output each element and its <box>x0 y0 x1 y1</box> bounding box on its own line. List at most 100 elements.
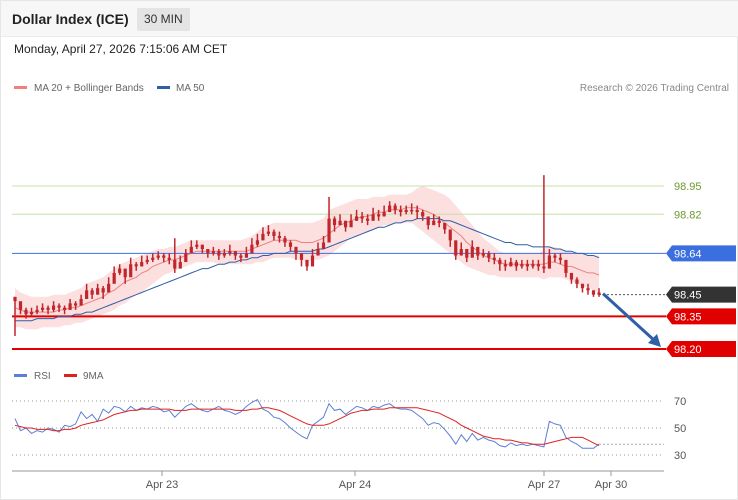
candle-body <box>239 255 243 258</box>
candle-body <box>514 262 518 267</box>
ma9-legend-label: 9MA <box>83 371 104 382</box>
candle-body <box>415 209 419 213</box>
candle-body <box>195 244 199 247</box>
candle-body <box>145 259 149 263</box>
candle-body <box>316 249 320 256</box>
level-label-98-45: 98.45 <box>674 290 702 302</box>
candle-body <box>399 209 403 213</box>
candle-body <box>547 255 552 269</box>
candle-body <box>597 292 601 295</box>
candle-body <box>520 264 524 267</box>
candle-body <box>13 296 17 302</box>
candle-body <box>299 253 304 260</box>
candle-body <box>228 251 232 254</box>
candle-body <box>40 307 45 310</box>
instrument-title: Dollar Index (ICE) <box>12 11 129 27</box>
candle-body <box>35 309 39 313</box>
candle-body <box>74 303 78 306</box>
candle-body <box>498 259 502 265</box>
level-tag-98-35 <box>666 308 736 325</box>
candle-body <box>404 209 408 213</box>
candle-body <box>24 309 28 315</box>
candle-body <box>112 272 116 284</box>
candle-body <box>393 205 397 210</box>
candle-body <box>305 259 309 267</box>
level-label-98-95: 98.95 <box>674 181 702 193</box>
candle-body <box>123 268 127 278</box>
candle-body <box>200 244 204 250</box>
candle-body <box>266 231 271 234</box>
candle-body <box>140 262 144 267</box>
candle-body <box>338 220 342 226</box>
time-tick-label: Apr 27 <box>528 479 560 491</box>
candle-body <box>591 290 596 295</box>
interval-badge[interactable]: 30 MIN <box>137 8 190 31</box>
candle-body <box>382 212 386 217</box>
candle-body <box>448 229 452 241</box>
time-tick-label: Apr 24 <box>339 479 371 491</box>
rsi-tick-30: 30 <box>674 450 686 462</box>
candle-body <box>410 209 414 212</box>
candle-body <box>129 264 133 278</box>
forecast-arrow-head <box>648 334 661 347</box>
level-label-98-82: 98.82 <box>674 209 702 221</box>
time-tick-label: Apr 23 <box>146 479 178 491</box>
ma50-line <box>15 218 600 322</box>
rsi-tick-50: 50 <box>674 423 686 435</box>
candle-body <box>68 303 72 310</box>
candle-body <box>211 251 215 254</box>
candle-body <box>156 255 160 258</box>
candle-body <box>178 262 182 269</box>
candle-body <box>85 290 89 300</box>
candle-body <box>360 216 364 219</box>
rsi-panel: 70 50 30 <box>12 396 686 462</box>
rsi-legend-label: RSI <box>34 371 51 382</box>
candle-body <box>18 301 23 310</box>
candle-body <box>487 253 491 258</box>
candle-body <box>272 231 276 236</box>
candle-body <box>437 220 441 223</box>
candle-body <box>481 253 485 256</box>
price-levels <box>12 185 666 350</box>
candle-body <box>57 305 61 308</box>
candle-body <box>553 255 557 258</box>
candle-body <box>189 246 193 254</box>
rsi-legend-swatch <box>14 374 27 377</box>
candle-body <box>101 288 105 293</box>
candle-body <box>558 257 563 260</box>
time-tick-label: Apr 30 <box>595 479 627 491</box>
candle-body <box>476 246 480 256</box>
candle-body <box>184 253 188 263</box>
candle-body <box>354 216 359 221</box>
candle-body <box>536 264 540 267</box>
candle-body <box>46 307 50 310</box>
candle-body <box>503 264 507 267</box>
candle-body <box>321 242 326 250</box>
chart-header: Dollar Index (ICE) 30 MIN <box>1 1 738 37</box>
candle-body <box>327 218 331 243</box>
time-axis: Apr 23 Apr 24 Apr 27 Apr 30 <box>12 470 664 491</box>
candle-body <box>388 205 392 213</box>
candle-body <box>580 283 585 289</box>
candle-body <box>426 216 430 226</box>
level-tag-98-20 <box>666 341 736 357</box>
candle-body <box>62 307 67 310</box>
price-legend: MA 20 + Bollinger Bands MA 50 Research ©… <box>14 83 729 94</box>
ma20-legend-swatch <box>14 86 27 89</box>
candle-body <box>107 283 111 293</box>
level-tag-98-45 <box>666 286 736 303</box>
candle-body <box>134 264 138 267</box>
credit-text: Research © 2026 Trading Central <box>580 83 729 94</box>
ma50-legend-swatch <box>157 86 170 89</box>
level-tag-98-64 <box>666 245 736 262</box>
candle-body <box>542 266 546 269</box>
candle-body <box>250 244 254 254</box>
candle-body <box>283 238 287 243</box>
candle-body <box>151 257 155 260</box>
candle-body <box>118 268 122 273</box>
candle-body <box>167 257 171 260</box>
level-label-98-35: 98.35 <box>674 311 702 323</box>
candle-body <box>443 222 447 230</box>
candle-body <box>349 220 353 228</box>
